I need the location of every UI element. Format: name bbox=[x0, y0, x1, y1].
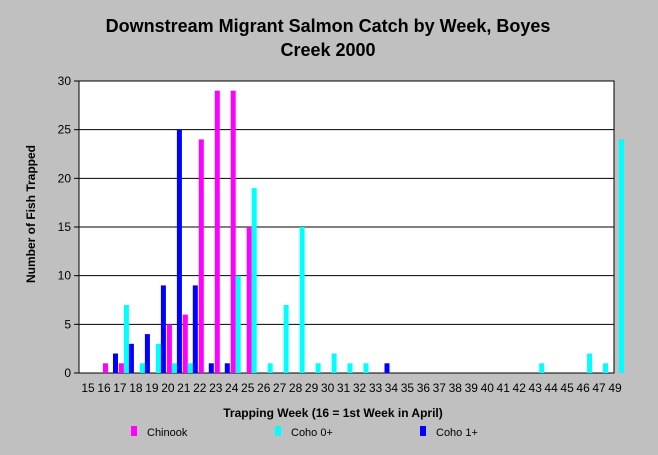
bar-chinook-week-20 bbox=[166, 324, 172, 373]
bar-coho-0--week-49 bbox=[619, 139, 624, 373]
bar-coho-0--week-25 bbox=[251, 188, 257, 373]
bar-coho-1--week-19 bbox=[160, 285, 166, 373]
legend-label: Coho 0+ bbox=[291, 427, 333, 439]
bar-coho-0--week-27 bbox=[283, 304, 289, 373]
x-tick-label: 49 bbox=[608, 381, 622, 395]
y-tick-label: 20 bbox=[58, 171, 72, 185]
bar-chinook-week-21 bbox=[182, 314, 188, 373]
bar-coho-0--week-30 bbox=[331, 353, 337, 373]
bar-coho-0--week-19 bbox=[155, 343, 161, 373]
x-tick-label: 46 bbox=[576, 381, 590, 395]
x-tick-label: 26 bbox=[257, 381, 271, 395]
legend-swatch bbox=[131, 426, 137, 436]
x-tick-label: 23 bbox=[209, 381, 223, 395]
x-tick-label: 32 bbox=[353, 381, 367, 395]
bar-coho-1--week-18 bbox=[144, 334, 150, 373]
bar-coho-0--week-43 bbox=[539, 363, 545, 373]
x-tick-label: 47 bbox=[592, 381, 606, 395]
bar-coho-1--week-21 bbox=[192, 285, 198, 373]
x-tick-label: 19 bbox=[145, 381, 159, 395]
bar-coho-1--week-20 bbox=[176, 129, 182, 373]
x-tick-labels: 15 16 17 18 19 20 21 22 23 24 25 26 27 28 29 30 31 32 33 34… bbox=[81, 381, 622, 395]
x-tick-label: 39 bbox=[465, 381, 479, 395]
bar-coho-1--week-22 bbox=[208, 363, 214, 373]
x-tick-label: 33 bbox=[369, 381, 383, 395]
x-tick-label: 44 bbox=[544, 381, 558, 395]
bar-chinook-week-24 bbox=[230, 90, 236, 373]
bar-coho-0--week-47 bbox=[603, 363, 608, 373]
bar-coho-1--week-16 bbox=[113, 353, 118, 373]
x-tick-label: 35 bbox=[401, 381, 415, 395]
y-tick-label: 0 bbox=[64, 366, 71, 380]
bar-chinook-week-17 bbox=[118, 363, 124, 373]
bar-coho-0--week-20 bbox=[171, 363, 177, 373]
bar-chinook-week-23 bbox=[214, 90, 220, 373]
y-tick-label: 30 bbox=[58, 74, 72, 88]
x-tick-label: 16 bbox=[97, 381, 111, 395]
x-tick-label: 22 bbox=[193, 381, 207, 395]
bar-coho-0--week-26 bbox=[267, 363, 273, 373]
x-tick-label: 38 bbox=[449, 381, 463, 395]
y-tick-label: 10 bbox=[58, 269, 72, 283]
bar-coho-0--week-31 bbox=[347, 363, 353, 373]
legend: Chinook Coho 0+ Coho 1+ bbox=[131, 426, 478, 439]
bar-chinook-week-25 bbox=[246, 227, 252, 373]
legend-swatch bbox=[420, 426, 426, 436]
x-tick-label: 18 bbox=[129, 381, 143, 395]
legend-swatch bbox=[275, 426, 281, 436]
bar-coho-0--week-24 bbox=[235, 275, 241, 373]
x-tick-label: 27 bbox=[273, 381, 287, 395]
x-tick-label: 21 bbox=[177, 381, 191, 395]
chart-title-line1: Downstream Migrant Salmon Catch by Week,… bbox=[106, 16, 551, 36]
bars bbox=[103, 90, 624, 373]
x-tick-label: 20 bbox=[161, 381, 175, 395]
x-tick-label: 37 bbox=[433, 381, 447, 395]
x-tick-label: 43 bbox=[529, 381, 543, 395]
bar-chinook-week-16 bbox=[103, 363, 108, 373]
x-axis-title: Trapping Week (16 = 1st Week in April) bbox=[223, 406, 443, 420]
bar-coho-0--week-21 bbox=[187, 363, 193, 373]
x-tick-label: 31 bbox=[337, 381, 351, 395]
bar-coho-0--week-46 bbox=[587, 353, 593, 373]
x-tick-label: 36 bbox=[417, 381, 431, 395]
x-tick-label: 42 bbox=[513, 381, 527, 395]
bar-coho-1--week-33 bbox=[384, 363, 390, 373]
legend-label: Chinook bbox=[147, 427, 188, 439]
bar-coho-0--week-28 bbox=[299, 227, 305, 373]
y-tick-label: 25 bbox=[58, 123, 72, 137]
x-tick-label: 45 bbox=[560, 381, 574, 395]
x-tick-label: 41 bbox=[497, 381, 511, 395]
y-tick-label: 15 bbox=[58, 220, 72, 234]
bar-coho-0--week-18 bbox=[139, 363, 145, 373]
bar-coho-0--week-17 bbox=[123, 304, 129, 373]
y-axis-title: Number of Fish Trapped bbox=[24, 145, 38, 283]
x-tick-label: 30 bbox=[321, 381, 335, 395]
x-tick-label: 29 bbox=[305, 381, 319, 395]
legend-label: Coho 1+ bbox=[436, 427, 478, 439]
bar-coho-0--week-32 bbox=[363, 363, 369, 373]
y-tick-labels: 0 5 10 15 20 25 30 bbox=[58, 74, 72, 380]
x-tick-label: 15 bbox=[81, 381, 95, 395]
y-tick-label: 5 bbox=[64, 317, 71, 331]
x-tick-label: 28 bbox=[289, 381, 303, 395]
bar-coho-0--week-29 bbox=[315, 363, 321, 373]
x-tick-label: 17 bbox=[113, 381, 127, 395]
bar-coho-1--week-17 bbox=[128, 343, 134, 373]
x-tick-label: 40 bbox=[481, 381, 495, 395]
chart-title-line2: Creek 2000 bbox=[280, 40, 375, 60]
x-tick-label: 34 bbox=[385, 381, 399, 395]
bar-chinook-week-22 bbox=[198, 139, 204, 373]
bar-coho-1--week-23 bbox=[224, 363, 230, 373]
x-tick-label: 24 bbox=[225, 381, 239, 395]
x-tick-label: 25 bbox=[241, 381, 255, 395]
